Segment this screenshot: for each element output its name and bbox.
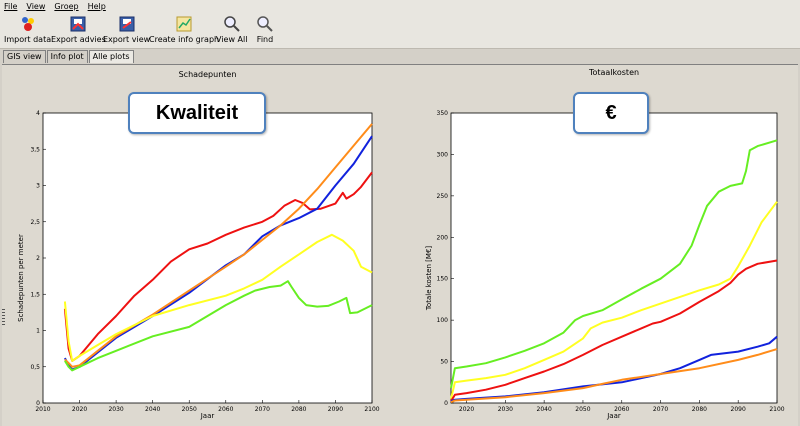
export-view-button[interactable]: Export view bbox=[103, 15, 150, 44]
x-tick-label-right: 2090 bbox=[731, 406, 746, 413]
x-axis-label-right: Jaar bbox=[606, 412, 621, 420]
chart-title-right: Totaalkosten bbox=[588, 68, 639, 77]
tab-alle-plots[interactable]: Alle plots bbox=[88, 50, 134, 63]
x-tick-label-left: 2060 bbox=[218, 406, 233, 413]
import-data-button[interactable]: Import data bbox=[4, 15, 51, 44]
y-tick-label-right: 150 bbox=[437, 276, 449, 283]
callout-euro: € bbox=[573, 92, 649, 134]
export-advies-icon bbox=[70, 16, 86, 32]
menu-file[interactable]: File bbox=[4, 2, 18, 11]
x-tick-label-left: 2030 bbox=[108, 406, 123, 413]
x-tick-label-right: 2030 bbox=[498, 406, 513, 413]
series-line-yellow-right bbox=[450, 201, 778, 400]
x-tick-label-left: 2020 bbox=[72, 406, 87, 413]
menu-view[interactable]: View bbox=[26, 2, 46, 11]
x-tick-label-right: 2080 bbox=[692, 406, 707, 413]
y-tick-label-right: 300 bbox=[437, 151, 449, 158]
plot-area-right bbox=[450, 112, 778, 404]
y-tick-label-right: 50 bbox=[440, 359, 448, 366]
tab-gis-view[interactable]: GIS view bbox=[3, 50, 46, 63]
y-axis-label-right: Totale kosten [M€] bbox=[425, 246, 433, 312]
series-line-red-left bbox=[63, 171, 373, 362]
find-button[interactable]: Find bbox=[256, 15, 274, 44]
x-axis-label-left: Jaar bbox=[200, 412, 215, 420]
y-tick-label-left: 4 bbox=[36, 110, 40, 117]
x-tick-label-left: 2070 bbox=[255, 406, 270, 413]
import-data-icon bbox=[21, 17, 34, 31]
export-advies-button[interactable]: Export advies bbox=[51, 15, 106, 44]
find-icon bbox=[257, 16, 273, 32]
info-graph-icon bbox=[176, 16, 192, 32]
x-tick-label-right: 2070 bbox=[653, 406, 668, 413]
export-view-icon bbox=[119, 16, 135, 32]
splitter-handle[interactable] bbox=[2, 309, 5, 325]
series-line-yellow-left bbox=[63, 233, 373, 362]
x-tick-label-right: 2060 bbox=[614, 406, 629, 413]
y-tick-label-left: 3,5 bbox=[30, 146, 40, 153]
toolbar: Import data Export advies Export view Cr… bbox=[0, 13, 800, 49]
y-tick-label-left: 2,5 bbox=[30, 219, 40, 226]
view-tabs: GIS view Info plot Alle plots bbox=[0, 50, 800, 64]
series-line-red-right bbox=[450, 259, 778, 402]
y-tick-label-left: 0,5 bbox=[30, 364, 40, 371]
plot-area-left bbox=[42, 112, 373, 404]
x-tick-label-left: 2010 bbox=[35, 406, 50, 413]
y-tick-label-left: 2 bbox=[36, 255, 40, 262]
x-tick-label-right: 2040 bbox=[537, 406, 552, 413]
menu-groep[interactable]: Groep bbox=[54, 2, 79, 11]
chart-title-left: Schadepunten bbox=[179, 70, 237, 79]
y-tick-label-right: 250 bbox=[437, 193, 449, 200]
series-line-orange-right bbox=[450, 348, 778, 404]
series-line-green-right bbox=[450, 139, 778, 389]
y-tick-label-right: 350 bbox=[437, 110, 449, 117]
x-tick-label-left: 2040 bbox=[145, 406, 160, 413]
view-all-button[interactable]: View All bbox=[216, 15, 247, 44]
x-tick-label-right: 2050 bbox=[575, 406, 590, 413]
y-tick-label-left: 1,5 bbox=[30, 291, 40, 298]
y-tick-label-left: 0 bbox=[36, 400, 40, 407]
menubar: File View Groep Help bbox=[0, 0, 800, 13]
create-info-graph-button[interactable]: Create info graph bbox=[149, 15, 219, 44]
y-tick-label-left: 3 bbox=[36, 183, 40, 190]
series-line-orange-left bbox=[64, 123, 373, 368]
y-tick-label-left: 1 bbox=[36, 328, 40, 335]
callout-kwaliteit: Kwaliteit bbox=[128, 92, 266, 134]
y-tick-label-right: 0 bbox=[444, 400, 448, 407]
x-tick-label-left: 2050 bbox=[182, 406, 197, 413]
y-tick-label-right: 200 bbox=[437, 234, 449, 241]
series-line-green-left bbox=[64, 280, 373, 372]
view-all-icon bbox=[223, 16, 240, 32]
y-axis-label-left: Schadepunten per meter bbox=[17, 234, 25, 322]
menu-help[interactable]: Help bbox=[87, 2, 106, 11]
x-tick-label-left: 2090 bbox=[328, 406, 343, 413]
y-tick-label-right: 100 bbox=[437, 317, 449, 324]
x-tick-label-left: 2080 bbox=[291, 406, 306, 413]
tab-info-plot[interactable]: Info plot bbox=[46, 50, 88, 63]
x-tick-label-left: 2100 bbox=[364, 406, 379, 413]
x-tick-label-right: 2100 bbox=[769, 406, 784, 413]
x-tick-label-right: 2020 bbox=[459, 406, 474, 413]
